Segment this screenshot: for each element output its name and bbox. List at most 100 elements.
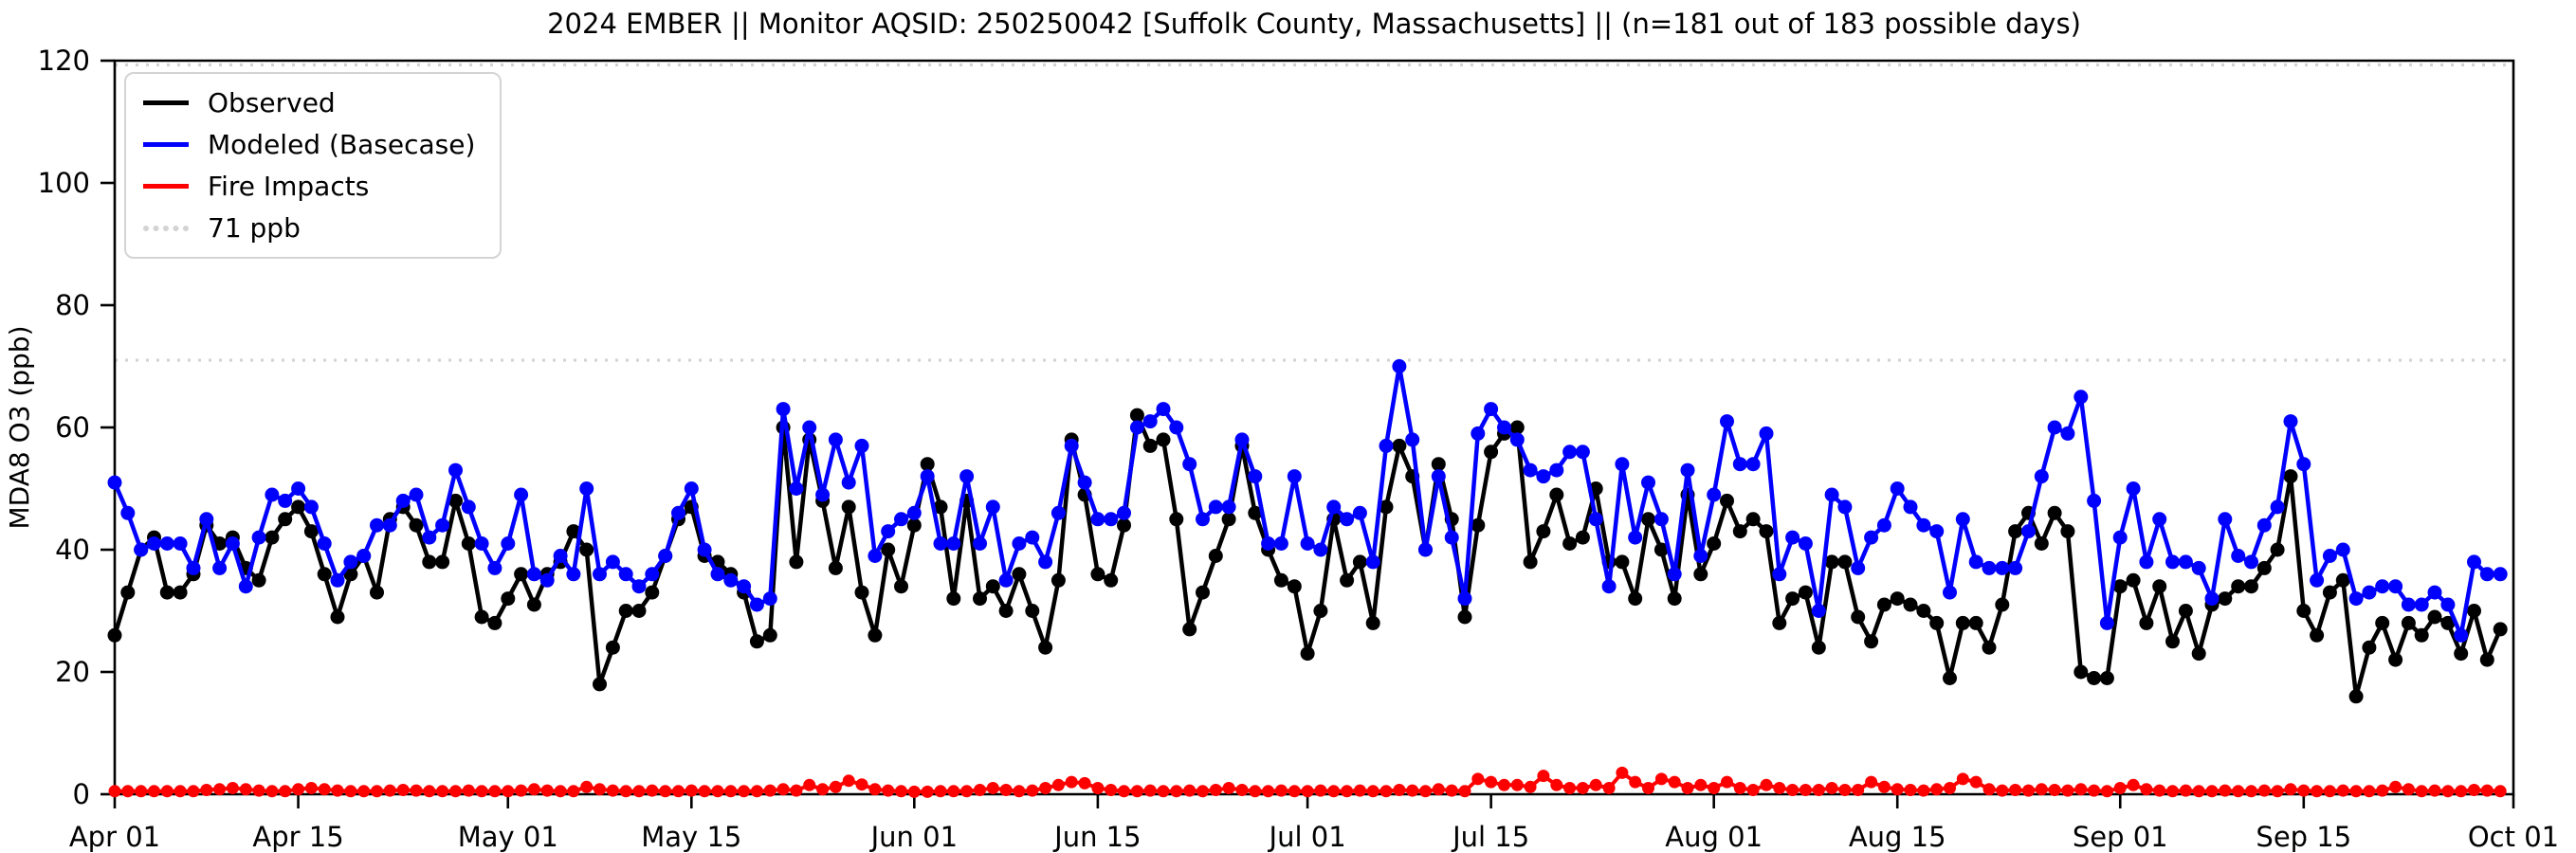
series-point-modeled-basecase bbox=[2152, 512, 2167, 527]
series-point-modeled-basecase bbox=[2283, 414, 2298, 429]
series-point-modeled-basecase bbox=[1943, 585, 1957, 600]
series-point-fire-impacts bbox=[2009, 784, 2022, 796]
series-point-observed bbox=[2335, 572, 2350, 588]
series-point-observed bbox=[251, 572, 266, 588]
series-point-fire-impacts bbox=[2035, 783, 2048, 796]
series-point-observed bbox=[291, 499, 306, 515]
series-point-fire-impacts bbox=[632, 785, 646, 798]
series-point-fire-impacts bbox=[738, 785, 751, 798]
series-point-fire-impacts bbox=[1904, 784, 1917, 796]
series-point-observed bbox=[2191, 646, 2206, 662]
series-point-observed bbox=[2401, 615, 2416, 630]
series-point-modeled-basecase bbox=[1379, 438, 1394, 453]
series-point-fire-impacts bbox=[2336, 784, 2349, 797]
series-point-observed bbox=[448, 493, 463, 508]
series-point-fire-impacts bbox=[921, 785, 934, 798]
series-point-modeled-basecase bbox=[2231, 549, 2246, 563]
series-point-fire-impacts bbox=[619, 785, 632, 798]
series-point-modeled-basecase bbox=[854, 438, 869, 453]
series-point-modeled-basecase bbox=[1667, 567, 1682, 582]
series-point-modeled-basecase bbox=[1732, 457, 1747, 472]
series-point-fire-impacts bbox=[1760, 778, 1773, 791]
series-point-modeled-basecase bbox=[1418, 542, 1433, 557]
series-point-modeled-basecase bbox=[474, 536, 489, 551]
series-point-modeled-basecase bbox=[1745, 457, 1761, 472]
series-point-fire-impacts bbox=[790, 784, 803, 797]
series-point-observed bbox=[2270, 542, 2285, 557]
series-point-fire-impacts bbox=[1681, 782, 1694, 794]
series-point-modeled-basecase bbox=[1129, 420, 1144, 435]
series-point-fire-impacts bbox=[2349, 785, 2363, 798]
series-point-observed bbox=[2388, 652, 2403, 667]
series-point-modeled-basecase bbox=[343, 554, 358, 570]
series-point-fire-impacts bbox=[357, 785, 371, 798]
series-point-modeled-basecase bbox=[906, 505, 922, 520]
series-point-observed bbox=[1955, 615, 1970, 630]
series-point-fire-impacts bbox=[1366, 785, 1379, 798]
series-point-observed bbox=[1864, 634, 1879, 649]
series-point-fire-impacts bbox=[2402, 783, 2415, 796]
series-point-observed bbox=[1628, 591, 1643, 607]
series-point-observed bbox=[1707, 536, 1722, 551]
series-point-modeled-basecase bbox=[2296, 457, 2311, 472]
series-point-modeled-basecase bbox=[1995, 560, 2010, 575]
series-point-fire-impacts bbox=[1746, 784, 1760, 796]
series-point-observed bbox=[330, 609, 345, 625]
series-point-fire-impacts bbox=[1668, 775, 1681, 789]
series-point-fire-impacts bbox=[1314, 784, 1327, 797]
series-point-modeled-basecase bbox=[1392, 359, 1407, 373]
series-point-modeled-basecase bbox=[1287, 469, 1302, 484]
series-point-observed bbox=[1916, 604, 1931, 618]
series-point-modeled-basecase bbox=[920, 469, 935, 484]
series-point-observed bbox=[841, 499, 856, 515]
series-point-observed bbox=[1012, 567, 1027, 582]
series-point-fire-impacts bbox=[1341, 785, 1354, 798]
series-point-modeled-basecase bbox=[2401, 597, 2416, 612]
series-point-fire-impacts bbox=[108, 785, 121, 798]
series-point-observed bbox=[1876, 597, 1891, 612]
series-point-modeled-basecase bbox=[1431, 469, 1446, 484]
series-point-observed bbox=[593, 677, 607, 692]
series-point-observed bbox=[2283, 469, 2298, 484]
series-point-observed bbox=[828, 560, 843, 575]
series-point-fire-impacts bbox=[672, 785, 685, 798]
series-point-modeled-basecase bbox=[1182, 457, 1197, 472]
series-point-fire-impacts bbox=[1510, 778, 1524, 791]
series-point-observed bbox=[265, 530, 280, 545]
series-point-observed bbox=[2414, 627, 2429, 643]
series-point-fire-impacts bbox=[842, 774, 855, 788]
series-point-fire-impacts bbox=[1602, 782, 1616, 794]
series-point-modeled-basecase bbox=[1012, 536, 1027, 551]
series-point-observed bbox=[2074, 664, 2089, 680]
series-point-modeled-basecase bbox=[815, 487, 831, 502]
series-point-modeled-basecase bbox=[2440, 597, 2456, 612]
series-point-modeled-basecase bbox=[749, 597, 764, 612]
series-point-modeled-basecase bbox=[2310, 572, 2325, 588]
legend-line-fire-impacts bbox=[143, 184, 189, 189]
series-point-modeled-basecase bbox=[1772, 567, 1787, 582]
series-point-observed bbox=[2047, 505, 2062, 520]
series-point-modeled-basecase bbox=[776, 402, 791, 417]
series-point-observed bbox=[946, 591, 961, 607]
series-point-modeled-basecase bbox=[710, 567, 725, 582]
series-point-modeled-basecase bbox=[985, 499, 1000, 515]
series-point-modeled-basecase bbox=[828, 432, 843, 447]
series-point-modeled-basecase bbox=[1497, 420, 1511, 435]
series-point-fire-impacts bbox=[1445, 784, 1458, 797]
series-point-modeled-basecase bbox=[448, 463, 463, 478]
series-point-modeled-basecase bbox=[1156, 402, 1171, 417]
series-point-modeled-basecase bbox=[2479, 567, 2494, 582]
series-point-fire-impacts bbox=[200, 784, 213, 796]
series-point-observed bbox=[1798, 585, 1813, 600]
series-point-fire-impacts bbox=[2153, 784, 2166, 797]
series-point-observed bbox=[159, 585, 174, 600]
legend-line-modeled-basecase bbox=[143, 142, 189, 147]
legend-label-fire-impacts: Fire Impacts bbox=[208, 171, 370, 202]
series-point-fire-impacts bbox=[1498, 778, 1510, 791]
series-point-modeled-basecase bbox=[894, 512, 908, 527]
series-point-modeled-basecase bbox=[998, 572, 1014, 588]
series-point-observed bbox=[487, 615, 502, 630]
series-point-fire-impacts bbox=[895, 785, 907, 798]
series-point-modeled-basecase bbox=[1196, 512, 1210, 527]
series-point-modeled-basecase bbox=[107, 475, 122, 490]
